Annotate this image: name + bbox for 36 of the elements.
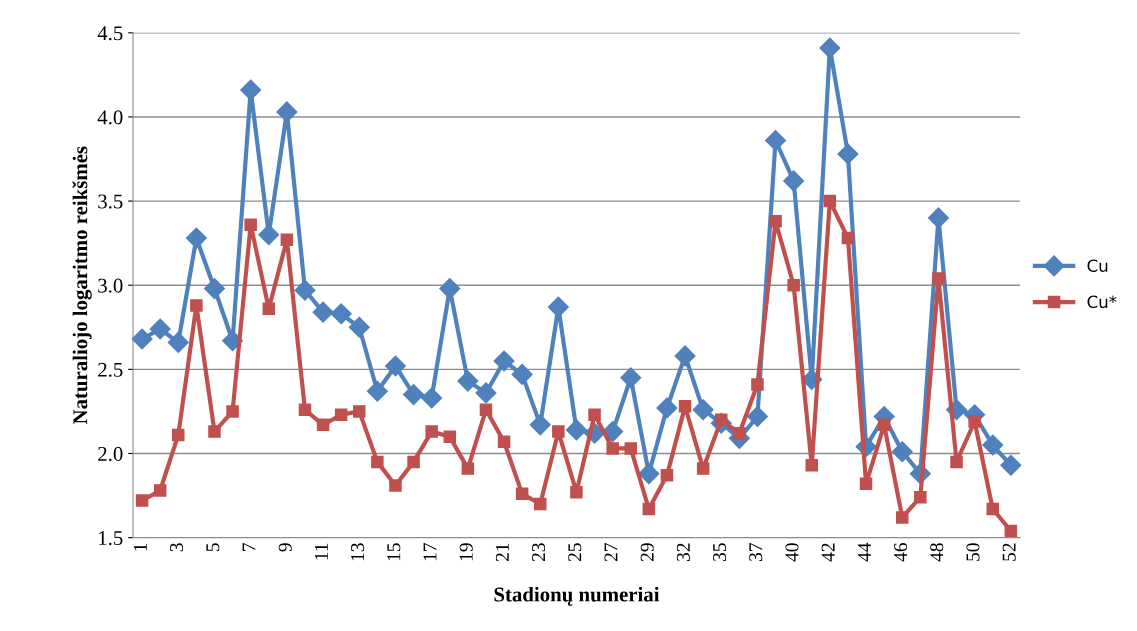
x-tick-label: 48 [930, 543, 944, 562]
x-tick-label: 27 [604, 543, 618, 562]
y-tick-label: 3.0 [98, 278, 123, 293]
x-tick-label: 23 [532, 543, 546, 562]
x-tick-label: 52 [1002, 543, 1016, 561]
legend-label: Cu* [1087, 295, 1117, 309]
x-tick-label: 13 [351, 543, 365, 561]
x-tick-label: 37 [749, 543, 763, 561]
x-tick-label: 11 [314, 543, 328, 560]
x-tick-label: 29 [640, 543, 654, 562]
y-tick-label: 2.0 [98, 446, 123, 461]
x-axis-title: Stadionų numeriai [494, 586, 660, 606]
x-tick-label: 21 [495, 543, 509, 562]
x-tick-label: 42 [821, 543, 835, 562]
x-tick-label: 5 [206, 543, 220, 552]
y-tick-label: 4.0 [97, 110, 123, 125]
x-tick-label: 17 [423, 543, 437, 561]
x-tick-label: 44 [857, 542, 871, 562]
y-axis-title: Naturaliojo logaritmo reikšmės [72, 146, 92, 425]
legend-label: Cu [1087, 259, 1108, 272]
y-tick-label: 3.5 [98, 194, 123, 209]
x-tick-label: 7 [242, 543, 256, 551]
x-tick-label: 9 [278, 543, 292, 552]
y-tick-label: 2.5 [98, 362, 123, 377]
x-tick-label: 3 [170, 543, 184, 552]
y-tick-label: 1.5 [99, 531, 123, 546]
x-tick-label: 1 [133, 543, 147, 551]
x-tick-label: 15 [387, 543, 401, 561]
x-tick-label: 32 [676, 543, 690, 561]
x-tick-label: 46 [894, 543, 908, 562]
x-tick-label: 19 [459, 543, 473, 561]
x-tick-label: 40 [785, 543, 799, 562]
x-tick-label: 35 [713, 543, 727, 561]
y-tick-label: 4.5 [97, 26, 123, 41]
x-tick-label: 25 [568, 543, 582, 562]
x-tick-label: 50 [966, 543, 980, 561]
